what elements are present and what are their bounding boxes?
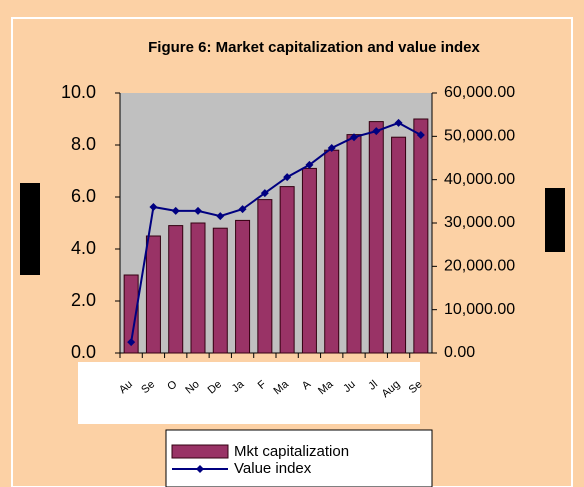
bar (324, 149, 340, 354)
legend-swatch (171, 444, 229, 459)
y-tick-label: 6.0 (71, 186, 96, 206)
bar (168, 225, 184, 354)
bar (368, 121, 384, 354)
y-tick-label: 10.0 (61, 82, 96, 102)
legend-label: Mkt capitalization (234, 443, 349, 460)
y2-tick-label: 50,000.00 (444, 128, 515, 145)
marker (194, 206, 202, 215)
y2-tick-label: 60,000.00 (444, 84, 515, 101)
marker (372, 127, 381, 136)
label-panel (78, 362, 420, 424)
bar (145, 235, 161, 354)
chart-title: Figure 6: Market capitalization and valu… (148, 39, 480, 56)
bar (301, 167, 317, 354)
y-tick-label: 0.0 (71, 342, 96, 362)
marker (283, 173, 292, 182)
block (20, 183, 40, 275)
marker (350, 133, 358, 142)
y-tick-label: 8.0 (71, 134, 96, 154)
y2-tick-label: 40,000.00 (444, 171, 515, 188)
marker (305, 160, 314, 169)
y2-tick-label: 0.00 (444, 344, 475, 361)
marker (171, 206, 180, 215)
marker (394, 118, 403, 127)
bar (235, 219, 251, 354)
marker (149, 202, 158, 211)
marker (260, 189, 269, 198)
y2-tick-label: 30,000.00 (444, 214, 515, 231)
marker (416, 131, 425, 140)
y-tick-label: 2.0 (71, 290, 96, 310)
bar (279, 186, 295, 354)
bar (413, 118, 429, 354)
legend (165, 429, 433, 487)
y2-tick-label: 20,000.00 (444, 258, 515, 275)
bar (190, 222, 206, 354)
bar (391, 136, 407, 354)
block (545, 188, 565, 252)
y2-tick-label: 10,000.00 (444, 301, 515, 318)
legend-marker (196, 465, 204, 473)
bar (212, 227, 228, 354)
legend-label: Value index (234, 460, 312, 477)
marker (216, 212, 225, 221)
bar (123, 274, 139, 354)
marker (238, 205, 247, 214)
marker (327, 144, 336, 153)
bar (346, 134, 362, 354)
plot-area (120, 93, 432, 353)
marker (127, 338, 136, 347)
y-tick-label: 4.0 (71, 238, 96, 258)
bar (257, 199, 273, 354)
